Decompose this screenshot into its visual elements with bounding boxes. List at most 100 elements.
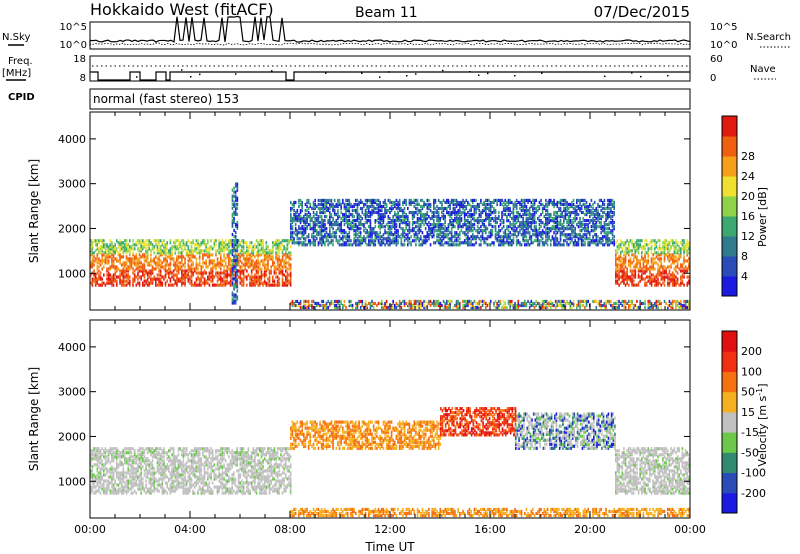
echo-cell xyxy=(260,241,263,245)
echo-cell xyxy=(353,233,355,237)
echo-cell xyxy=(234,261,237,265)
echo-cell xyxy=(439,206,442,211)
echo-cell xyxy=(377,216,380,221)
echo-cell xyxy=(506,235,508,239)
echo-cell xyxy=(254,277,256,281)
echo-cell xyxy=(584,233,586,237)
echo-cell xyxy=(137,265,139,269)
echo-cell xyxy=(231,263,234,267)
echo-cell xyxy=(306,208,308,213)
echo-cell xyxy=(444,218,446,223)
echo-cell xyxy=(364,214,367,219)
echo-cell xyxy=(91,265,94,269)
echo-cell xyxy=(579,223,581,227)
echo-cell xyxy=(233,257,235,261)
echo-cell xyxy=(381,216,383,221)
echo-cell xyxy=(457,216,459,221)
echo-cell xyxy=(228,253,230,257)
echo-cell xyxy=(663,253,666,257)
echo-cell xyxy=(337,305,339,310)
echo-cell xyxy=(610,200,612,205)
echo-cell xyxy=(299,214,302,219)
echo-cell xyxy=(216,271,219,275)
echo-cell xyxy=(606,237,609,241)
echo-cell xyxy=(415,237,417,241)
echo-cell xyxy=(418,208,420,213)
echo-cell xyxy=(104,283,107,287)
echo-cell xyxy=(502,218,505,223)
echo-cell xyxy=(605,214,607,219)
echo-cell xyxy=(537,233,539,237)
echo-cell xyxy=(615,259,617,263)
echo-cell xyxy=(384,237,386,241)
echo-cell xyxy=(364,301,367,306)
echo-cell xyxy=(608,212,611,217)
echo-cell xyxy=(381,204,383,209)
echo-cell xyxy=(382,204,385,209)
echo-cell xyxy=(457,208,459,213)
echo-cell xyxy=(166,261,168,265)
echo-cell xyxy=(107,245,110,249)
echo-cell xyxy=(593,227,596,231)
echo-cell xyxy=(325,214,328,219)
echo-cell xyxy=(369,231,372,235)
echo-cell xyxy=(156,241,159,245)
echo-cell xyxy=(265,251,268,255)
echo-cell xyxy=(436,239,438,243)
echo-cell xyxy=(413,239,416,243)
echo-cell xyxy=(202,275,204,279)
echo-cell xyxy=(465,237,468,241)
echo-cell xyxy=(465,233,468,237)
echo-cell xyxy=(483,237,485,241)
echo-cell xyxy=(234,194,237,198)
echo-cell xyxy=(611,198,614,203)
echo-cell xyxy=(556,239,559,243)
echo-cell xyxy=(606,231,609,235)
echo-cell xyxy=(673,267,676,271)
echo-cell xyxy=(379,208,381,213)
echo-cell xyxy=(262,245,264,249)
echo-cell xyxy=(226,247,229,251)
echo-cell xyxy=(215,267,217,271)
echo-cell xyxy=(142,247,144,251)
echo-cell xyxy=(263,273,266,277)
echo-cell xyxy=(610,216,612,221)
echo-cell xyxy=(231,273,234,277)
echo-cell xyxy=(657,273,659,277)
echo-cell xyxy=(673,275,676,279)
echo-cell xyxy=(398,216,401,221)
echo-cell xyxy=(257,255,259,259)
echo-cell xyxy=(662,269,664,273)
nave-dot xyxy=(190,76,192,78)
echo-cell xyxy=(389,227,391,231)
echo-cell xyxy=(312,299,315,304)
echo-cell xyxy=(559,202,562,207)
nave-dot xyxy=(235,73,237,75)
echo-cell xyxy=(400,243,403,247)
echo-cell xyxy=(142,273,144,277)
echo-cell xyxy=(325,202,328,207)
echo-cell xyxy=(133,275,136,279)
echo-cell xyxy=(528,206,531,211)
echo-cell xyxy=(340,216,342,221)
echo-cell xyxy=(182,277,185,281)
echo-cell xyxy=(221,247,224,251)
echo-cell xyxy=(494,235,497,239)
echo-cell xyxy=(94,281,97,285)
echo-cell xyxy=(203,239,206,243)
echo-cell xyxy=(120,241,123,245)
echo-cell xyxy=(654,251,656,255)
echo-cell xyxy=(143,255,146,259)
echo-cell xyxy=(234,281,237,285)
echo-cell xyxy=(94,239,97,243)
echo-cell xyxy=(330,239,333,243)
echo-cell xyxy=(507,218,510,223)
echo-cell xyxy=(663,269,666,273)
echo-cell xyxy=(244,241,246,245)
echo-cell xyxy=(524,212,526,217)
echo-cell xyxy=(376,233,378,237)
echo-cell xyxy=(359,227,362,231)
echo-cell xyxy=(579,233,581,237)
echo-cell xyxy=(442,237,445,241)
echo-cell xyxy=(275,251,277,255)
